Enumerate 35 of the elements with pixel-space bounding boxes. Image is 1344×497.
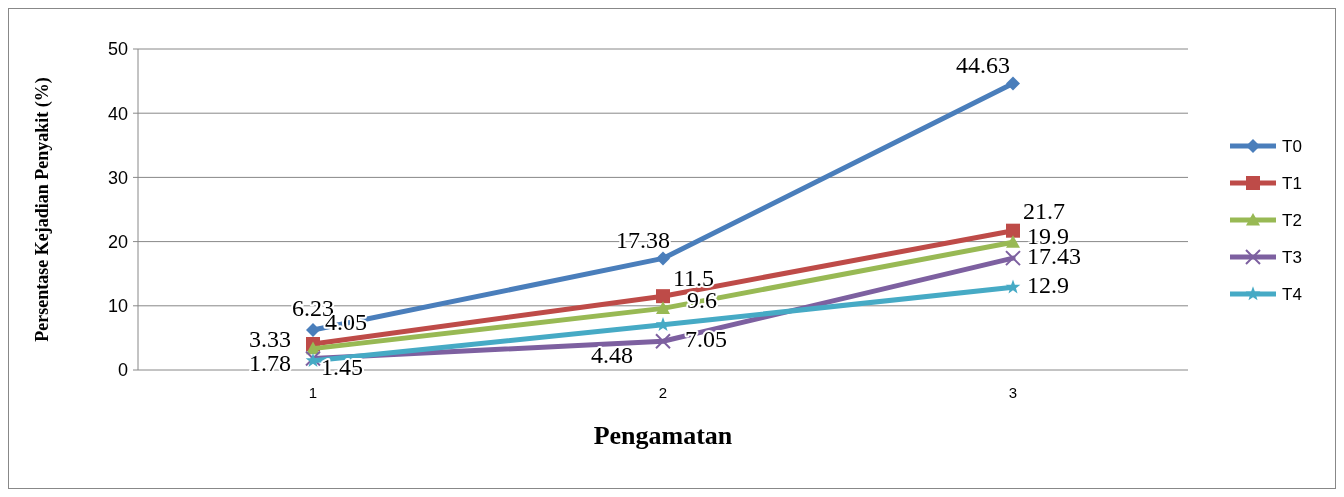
x-axis-title: Pengamatan bbox=[593, 421, 733, 450]
legend-label: T4 bbox=[1282, 284, 1302, 304]
point bbox=[1006, 76, 1020, 91]
data-label: 3.33 bbox=[249, 325, 291, 352]
point bbox=[1006, 235, 1020, 248]
data-label: 21.7 bbox=[1023, 197, 1065, 224]
point bbox=[656, 301, 670, 314]
legend-label: T2 bbox=[1282, 210, 1302, 230]
data-label: 12.9 bbox=[1027, 272, 1069, 299]
data-label: 7.05 bbox=[685, 325, 727, 352]
point bbox=[655, 333, 671, 350]
x-tick-label: 3 bbox=[1008, 384, 1018, 401]
y-axis-title: Persentase Kejadian Penyakit (%) bbox=[32, 77, 53, 342]
y-tick-label: 10 bbox=[107, 296, 128, 317]
data-label: 4.48 bbox=[591, 342, 633, 369]
y-tick-label: 40 bbox=[107, 103, 128, 124]
y-tick-label: 0 bbox=[117, 360, 128, 381]
x-tick-label: 2 bbox=[658, 384, 668, 401]
point bbox=[656, 251, 670, 266]
x-tick-label: 1 bbox=[308, 384, 318, 401]
point bbox=[1006, 223, 1020, 238]
point bbox=[1005, 279, 1021, 294]
data-label: 1.78 bbox=[249, 349, 291, 376]
point bbox=[306, 323, 320, 337]
data-label: 17.38 bbox=[616, 227, 670, 254]
y-tick-label: 30 bbox=[107, 167, 128, 188]
data-label: 44.63 bbox=[956, 52, 1010, 79]
legend-label: T0 bbox=[1282, 136, 1302, 156]
data-label: 1.45 bbox=[321, 353, 363, 380]
y-tick-label: 50 bbox=[107, 39, 128, 60]
legend-label: T3 bbox=[1282, 247, 1302, 267]
y-tick-label: 20 bbox=[107, 231, 128, 252]
legend-label: T1 bbox=[1282, 173, 1302, 193]
point bbox=[1005, 250, 1021, 267]
point bbox=[656, 289, 670, 304]
